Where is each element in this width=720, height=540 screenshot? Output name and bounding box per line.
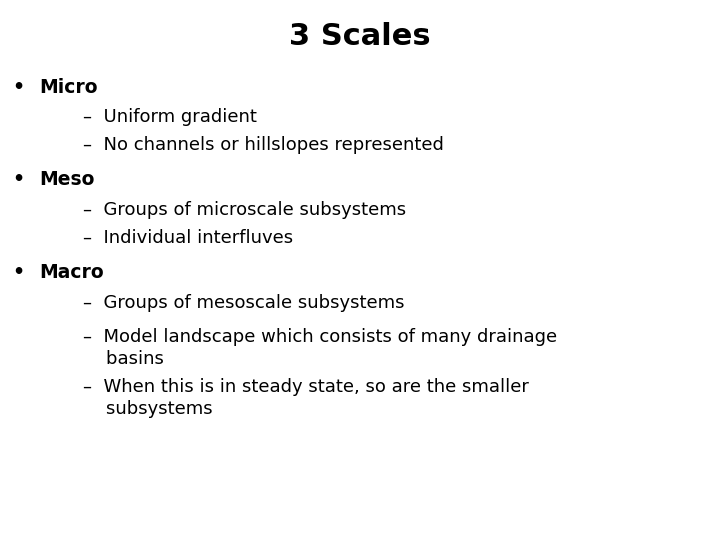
Text: Micro: Micro [40, 78, 98, 97]
Text: •: • [12, 263, 24, 282]
Text: –  Groups of mesoscale subsystems: – Groups of mesoscale subsystems [83, 294, 405, 312]
Text: –  When this is in steady state, so are the smaller
    subsystems: – When this is in steady state, so are t… [83, 378, 528, 418]
Text: –  Uniform gradient: – Uniform gradient [83, 108, 256, 126]
Text: –  Individual interfluves: – Individual interfluves [83, 229, 293, 247]
Text: –  Groups of microscale subsystems: – Groups of microscale subsystems [83, 201, 406, 219]
Text: –  No channels or hillslopes represented: – No channels or hillslopes represented [83, 136, 444, 154]
Text: –  Model landscape which consists of many drainage
    basins: – Model landscape which consists of many… [83, 328, 557, 368]
Text: 3 Scales: 3 Scales [289, 22, 431, 51]
Text: •: • [12, 78, 24, 97]
Text: Macro: Macro [40, 263, 104, 282]
Text: Meso: Meso [40, 170, 95, 189]
Text: •: • [12, 170, 24, 189]
